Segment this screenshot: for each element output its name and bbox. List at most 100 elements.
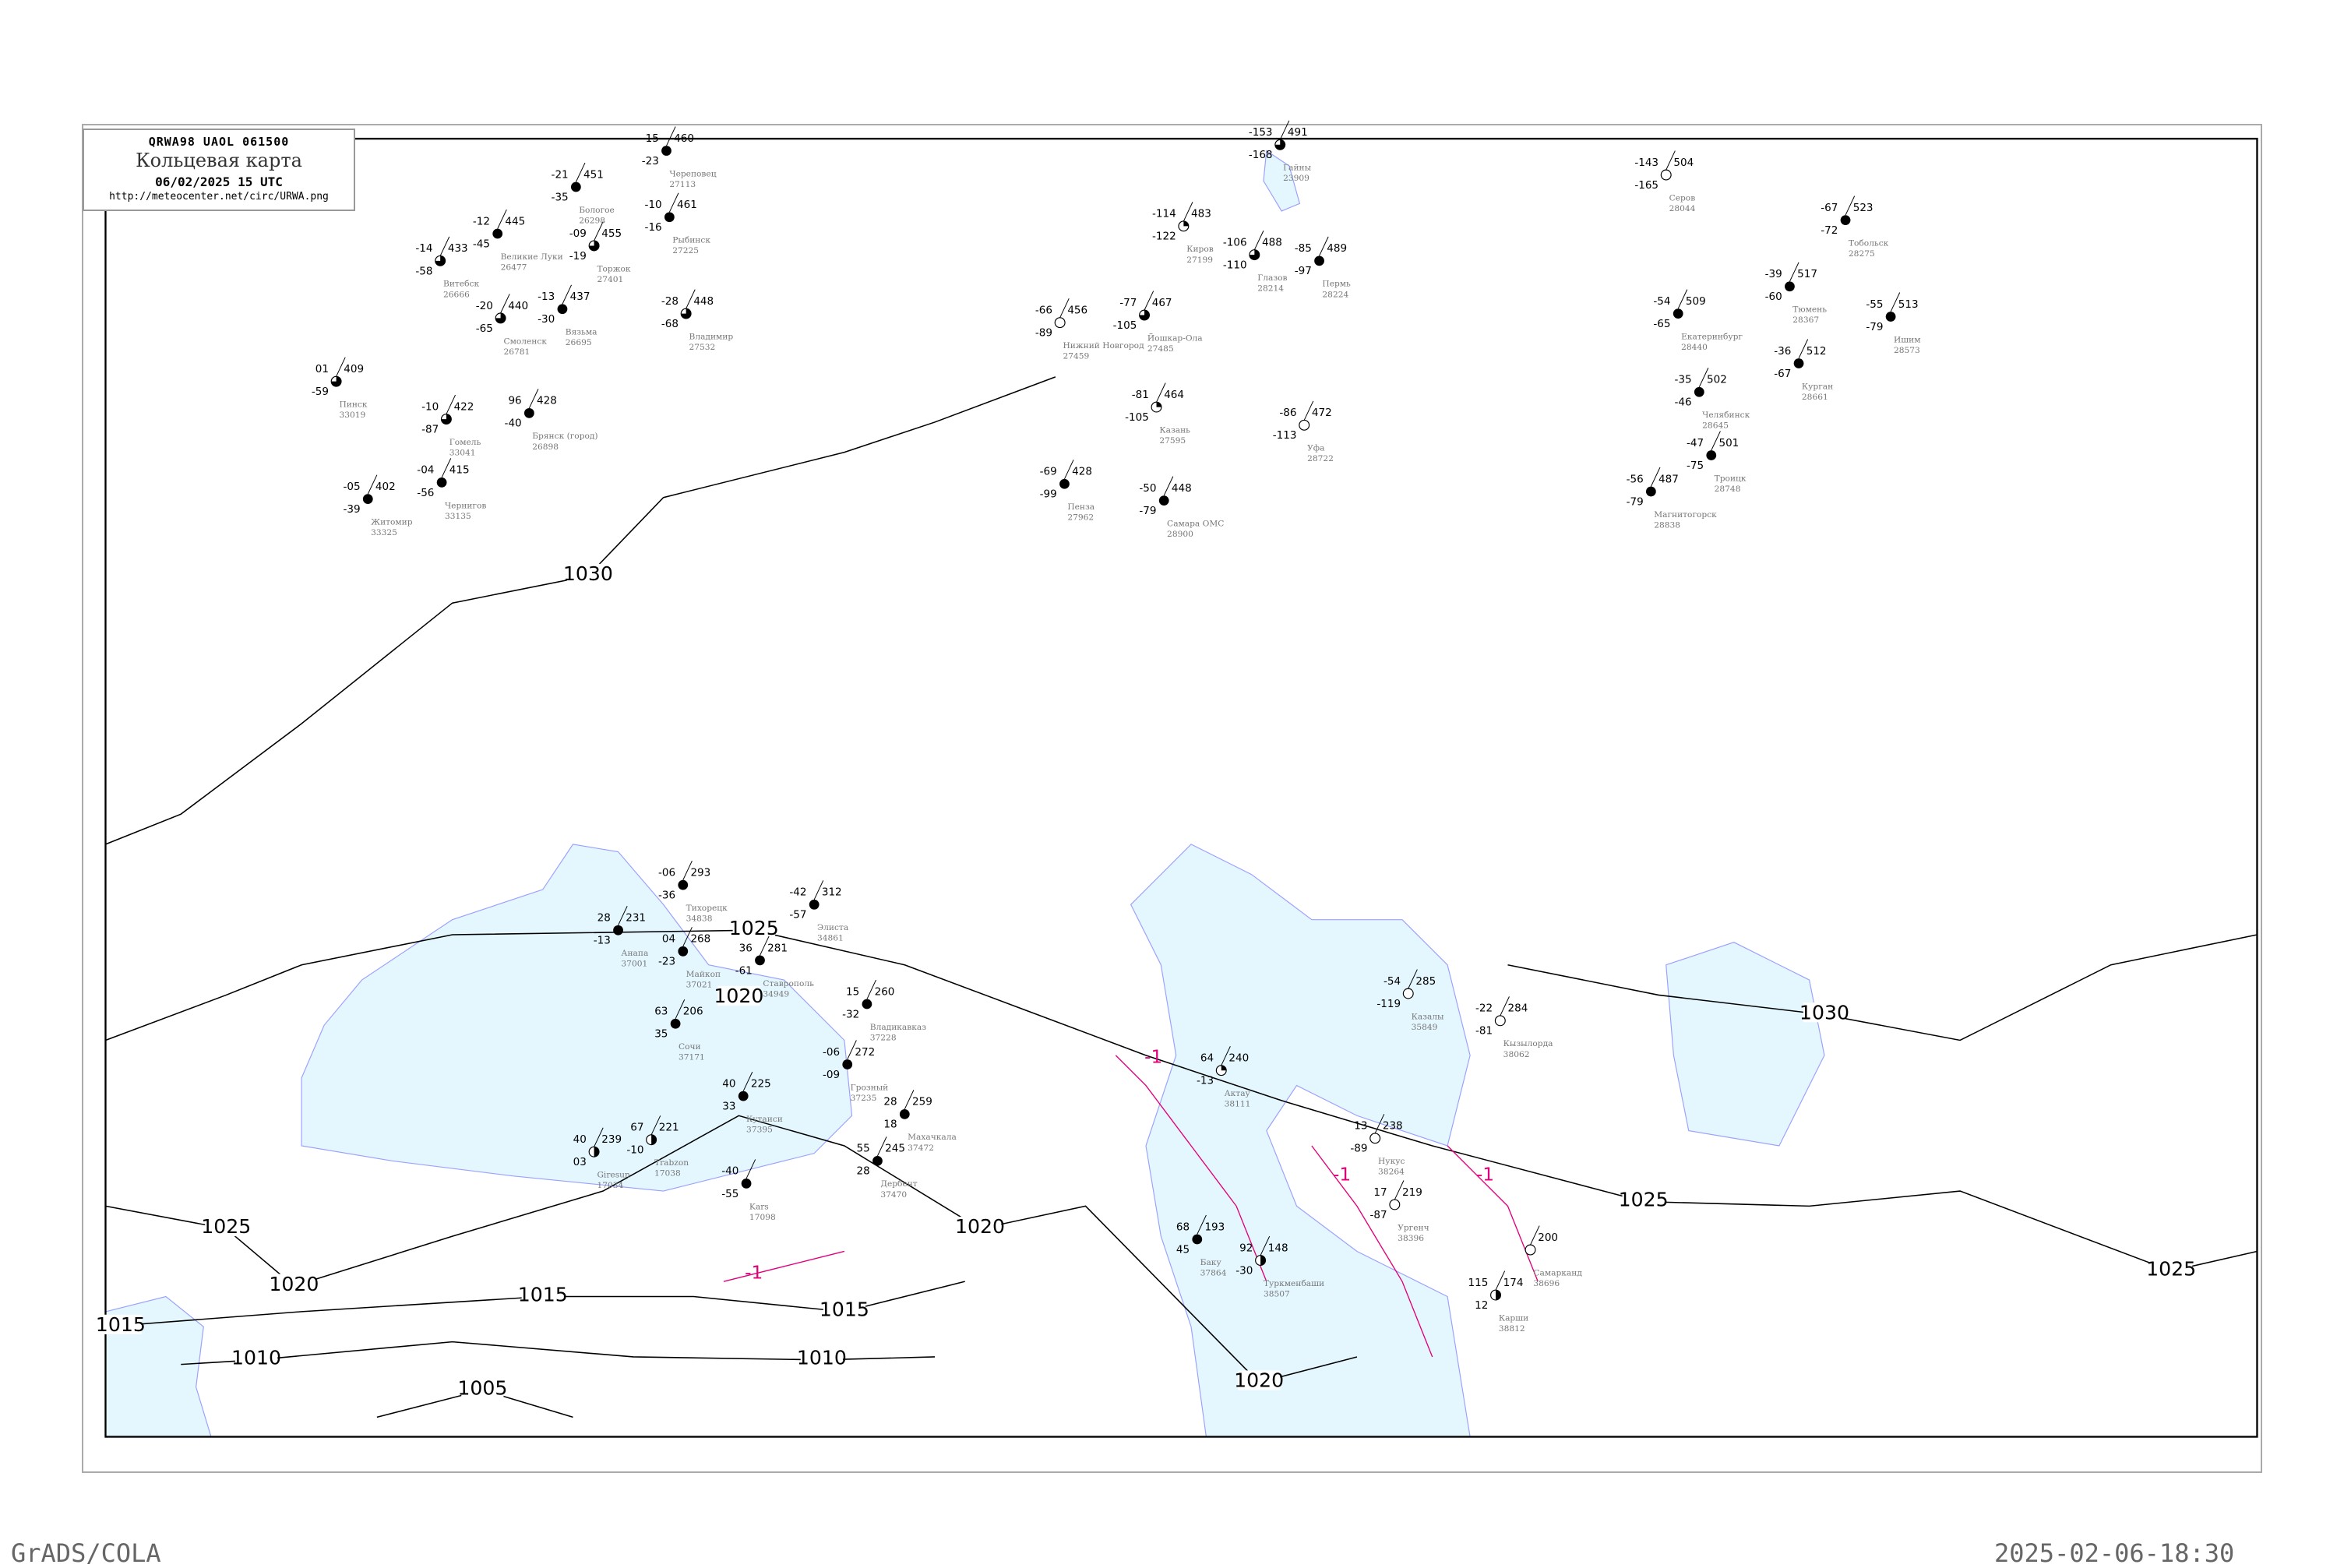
- wind-barb-icon: [1698, 368, 1709, 388]
- station-dewpoint: 28: [857, 1165, 870, 1178]
- station-name: Карши: [1499, 1313, 1528, 1323]
- station-dewpoint: -10: [626, 1144, 643, 1157]
- wind-barb-icon: [1500, 996, 1510, 1017]
- cloud-cover-icon: [1389, 1199, 1401, 1210]
- station-dewpoint: -13: [594, 935, 611, 947]
- station-pressure: 402: [375, 481, 396, 493]
- station-id: 37395: [746, 1125, 773, 1135]
- station-temperature: -114: [1152, 208, 1176, 220]
- station-name: Giresun: [597, 1170, 630, 1180]
- station-pressure: 504: [1673, 157, 1694, 169]
- station-dewpoint: -97: [1295, 265, 1312, 277]
- station-name: Тихорецк: [686, 903, 728, 913]
- isotherm-label: -1: [1476, 1164, 1494, 1185]
- station-name: Грозный: [851, 1082, 889, 1092]
- station-id: 28044: [1669, 203, 1696, 213]
- station-id: 34861: [817, 933, 844, 943]
- wind-barb-icon: [1303, 400, 1314, 421]
- station-id: 34949: [763, 988, 789, 999]
- station-temperature: 15: [846, 985, 859, 998]
- cloud-overcast-icon: [899, 1108, 910, 1119]
- station-dewpoint: 35: [654, 1028, 668, 1041]
- station-id: 28838: [1654, 520, 1680, 530]
- cloud-overcast-icon: [1673, 308, 1683, 319]
- station-dewpoint: -23: [658, 956, 675, 968]
- map-url[interactable]: http://meteocenter.net/circ/URWA.png: [109, 191, 329, 203]
- station-dewpoint: -65: [1653, 318, 1670, 330]
- cloud-broken-icon: [1274, 139, 1285, 150]
- cloud-cover-icon: [1299, 419, 1310, 431]
- station-26898[interactable]: 96 428 -40 Брянск (город)26898: [505, 389, 598, 452]
- station-pressure: 422: [454, 400, 474, 413]
- station-dewpoint: -30: [538, 313, 555, 326]
- cloud-overcast-icon: [862, 999, 872, 1010]
- wind-barb-icon: [1666, 150, 1676, 171]
- cloud-overcast-icon: [738, 1091, 749, 1101]
- wind-barb-icon: [1408, 969, 1418, 989]
- station-id: 26298: [579, 215, 605, 225]
- cloud-overcast-icon: [1785, 281, 1795, 292]
- station-temperature: 63: [654, 1006, 668, 1018]
- cloud-overcast-icon: [678, 879, 689, 890]
- station-temperature: -09: [569, 227, 587, 240]
- wind-barb-icon: [1495, 1270, 1506, 1291]
- cloud-overcast-icon: [1694, 386, 1704, 397]
- station-name: Великие Луки: [501, 252, 563, 262]
